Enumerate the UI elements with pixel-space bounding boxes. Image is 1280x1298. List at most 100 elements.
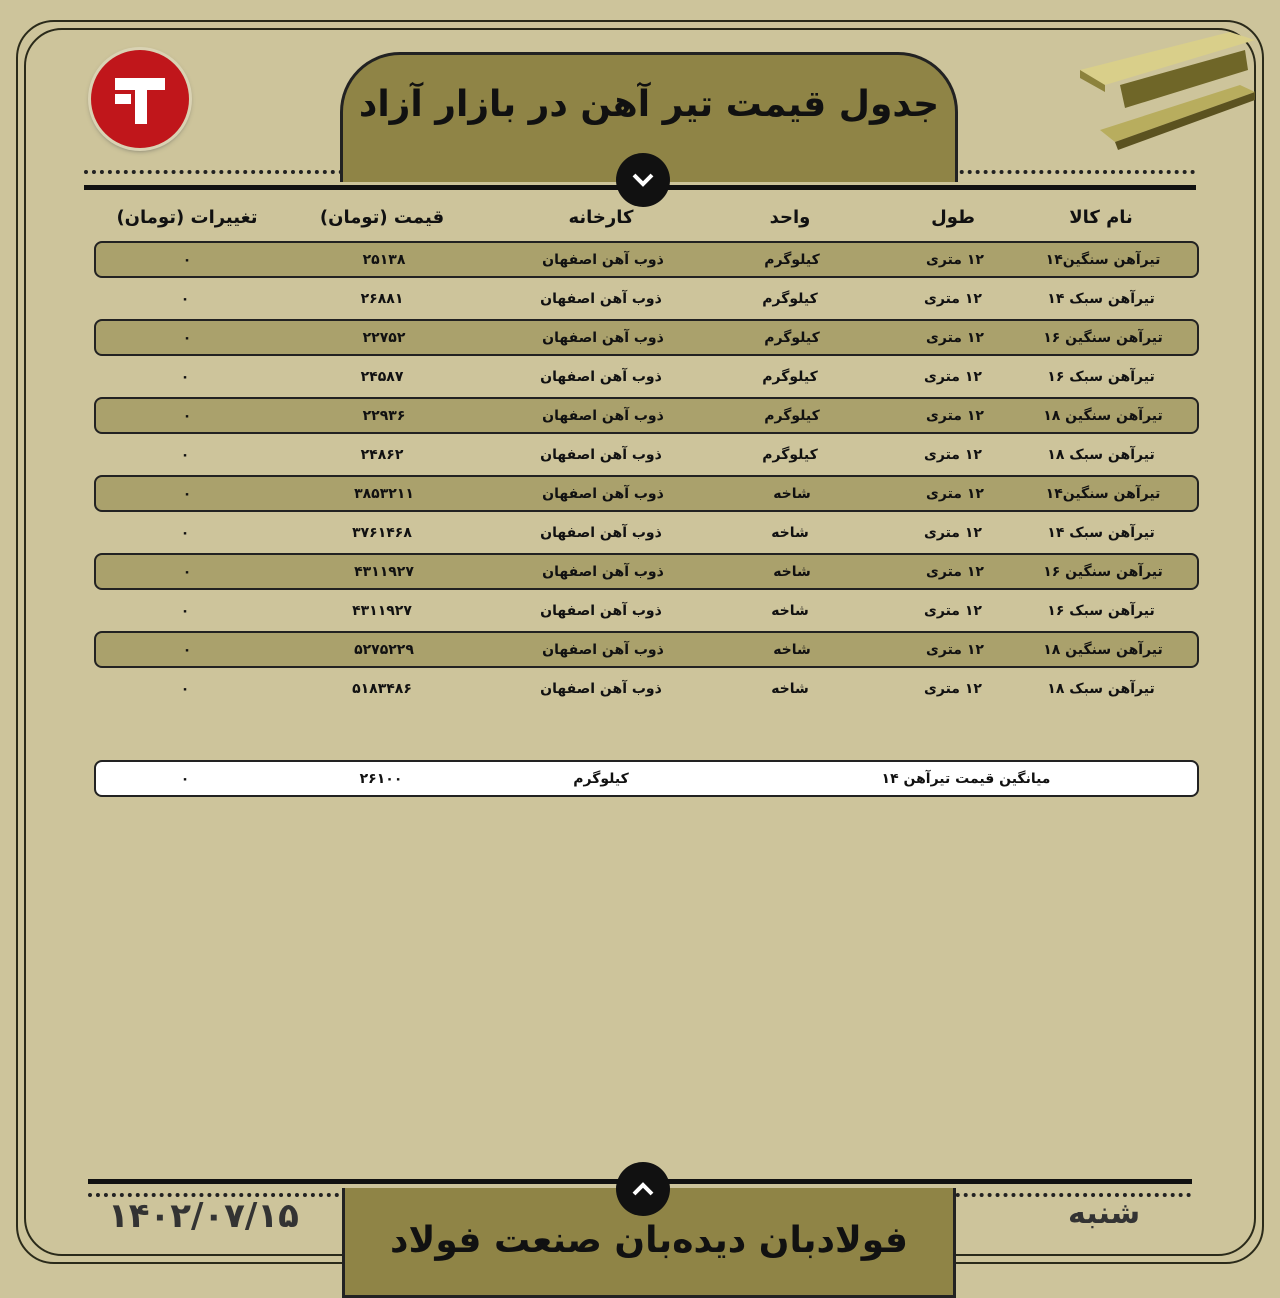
cell-unit: کیلوگرم [762,368,818,385]
cell-unit: کیلوگرم [764,251,820,268]
cell-factory: ذوب آهن اصفهان [540,446,662,463]
cell-unit: شاخه [773,485,811,502]
cell-length: ۱۲ متری [926,329,984,346]
average-row: میانگین قیمت تیرآهن ۱۴ کیلوگرم ۲۶۱۰۰ ۰ [94,760,1199,797]
cell-name: تیرآهن سبک ۱۴ [1047,524,1155,541]
cell-change: ۰ [180,446,190,463]
cell-unit: شاخه [771,680,809,697]
cell-name: تیرآهن سبک ۱۶ [1047,368,1155,385]
cell-change: ۰ [180,680,190,697]
cell-length: ۱۲ متری [924,290,982,307]
cell-length: ۱۲ متری [926,251,984,268]
col-header-change: تغییرات (تومان) [116,207,258,228]
chevron-up-icon [632,1182,654,1196]
cell-change: ۰ [180,368,190,385]
cell-price: ۲۴۵۸۷ [360,368,404,385]
weekday: شنبه [1068,1196,1141,1231]
cell-name: تیرآهن سبک ۱۶ [1047,602,1155,619]
average-change: ۰ [180,770,190,787]
cell-length: ۱۲ متری [924,524,982,541]
cell-change: ۰ [180,290,190,307]
cell-unit: شاخه [773,641,811,658]
cell-price: ۳۸۵۳۲۱۱ [354,485,414,502]
cell-unit: کیلوگرم [764,407,820,424]
cell-change: ۰ [182,563,192,580]
cell-factory: ذوب آهن اصفهان [540,680,662,697]
table-row: تیرآهن سنگین ۱۸ ۱۲ متری کیلوگرم ذوب آهن اصف… [94,397,1199,434]
footer-title: فولادبان دیده‌بان صنعت فولاد [390,1220,908,1261]
col-header-factory: کارخانه [568,207,634,228]
average-unit: کیلوگرم [573,770,629,787]
chevron-down-button[interactable] [616,153,670,207]
cell-factory: ذوب آهن اصفهان [542,485,664,502]
cell-length: ۱۲ متری [924,602,982,619]
table-row: تیرآهن سنگین ۱۶ ۱۲ متری شاخه ذوب آهن اصفهان… [94,553,1199,590]
col-header-price: قیمت (تومان) [319,207,445,228]
cell-unit: شاخه [771,524,809,541]
cell-change: ۰ [180,524,190,541]
cell-price: ۲۶۸۸۱ [360,290,404,307]
cell-factory: ذوب آهن اصفهان [540,524,662,541]
cell-length: ۱۲ متری [926,563,984,580]
col-header-length: طول [931,207,975,228]
cell-price: ۲۲۷۵۲ [362,329,406,346]
average-label: میانگین قیمت تیرآهن ۱۴ [881,770,1051,787]
cell-change: ۰ [182,329,192,346]
cell-length: ۱۲ متری [926,485,984,502]
cell-factory: ذوب آهن اصفهان [542,563,664,580]
table-row: تیرآهن سنگین ۱۸ ۱۲ متری شاخه ذوب آهن اصفهان… [94,631,1199,668]
cell-name: تیرآهن سبک ۱۴ [1047,290,1155,307]
cell-factory: ذوب آهن اصفهان [540,368,662,385]
cell-change: ۰ [182,407,192,424]
cell-unit: کیلوگرم [762,446,818,463]
cell-price: ۴۳۱۱۹۲۷ [354,563,414,580]
cell-factory: ذوب آهن اصفهان [542,251,664,268]
table-row: تیرآهن سبک ۱۸ ۱۲ متری شاخه ذوب آهن اصفهان ۵۱… [94,670,1199,707]
cell-length: ۱۲ متری [924,446,982,463]
cell-price: ۲۲۹۳۶ [362,407,406,424]
cell-name: تیرآهن سنگین۱۴ [1045,485,1161,502]
cell-change: ۰ [182,641,192,658]
table-row: تیرآهن سبک ۱۸ ۱۲ متری کیلوگرم ذوب آهن اصفها… [94,436,1199,473]
col-header-name: نام کالا [1069,207,1133,228]
cell-factory: ذوب آهن اصفهان [540,602,662,619]
cell-name: تیرآهن سنگین۱۴ [1045,251,1161,268]
table-row: تیرآهن سبک ۱۶ ۱۲ متری شاخه ذوب آهن اصفهان ۴۳… [94,592,1199,629]
table-row: تیرآهن سنگین ۱۶ ۱۲ متری کیلوگرم ذوب آهن اصف… [94,319,1199,356]
cell-price: ۲۴۸۶۲ [360,446,404,463]
table-row: تیرآهن سبک ۱۴ ۱۲ متری کیلوگرم ذوب آهن اصفها… [94,280,1199,317]
cell-factory: ذوب آهن اصفهان [542,641,664,658]
table-row: تیرآهن سنگین۱۴ ۱۲ متری کیلوگرم ذوب آهن اصفه… [94,241,1199,278]
cell-price: ۳۷۶۱۴۶۸ [352,524,412,541]
average-price: ۲۶۱۰۰ [359,770,403,787]
cell-name: تیرآهن سبک ۱۸ [1047,680,1155,697]
cell-change: ۰ [182,485,192,502]
table-row: تیرآهن سبک ۱۶ ۱۲ متری کیلوگرم ذوب آهن اصفها… [94,358,1199,395]
cell-factory: ذوب آهن اصفهان [542,329,664,346]
cell-name: تیرآهن سنگین ۱۸ [1043,407,1163,424]
cell-name: تیرآهن سنگین ۱۸ [1043,641,1163,658]
chevron-down-icon [632,173,654,187]
cell-length: ۱۲ متری [924,680,982,697]
cell-unit: شاخه [773,563,811,580]
cell-change: ۰ [180,602,190,619]
cell-unit: شاخه [771,602,809,619]
cell-price: ۲۵۱۳۸ [362,251,406,268]
cell-length: ۱۲ متری [924,368,982,385]
logo [91,50,189,148]
cell-price: ۵۲۷۵۲۲۹ [354,641,414,658]
cell-name: تیرآهن سنگین ۱۶ [1043,563,1163,580]
cell-unit: کیلوگرم [762,290,818,307]
cell-length: ۱۲ متری [926,641,984,658]
cell-change: ۰ [182,251,192,268]
cell-factory: ذوب آهن اصفهان [542,407,664,424]
page-title: جدول قیمت تیر آهن در بازار آزاد [358,84,940,125]
chevron-up-button[interactable] [616,1162,670,1216]
cell-price: ۴۳۱۱۹۲۷ [352,602,412,619]
cell-length: ۱۲ متری [926,407,984,424]
col-header-unit: واحد [769,207,811,228]
cell-unit: کیلوگرم [764,329,820,346]
table-row: تیرآهن سنگین۱۴ ۱۲ متری شاخه ذوب آهن اصفهان ۳… [94,475,1199,512]
table-row: تیرآهن سبک ۱۴ ۱۲ متری شاخه ذوب آهن اصفهان ۳۷… [94,514,1199,551]
date: ۱۴۰۲/۰۷/۱۵ [108,1196,299,1236]
